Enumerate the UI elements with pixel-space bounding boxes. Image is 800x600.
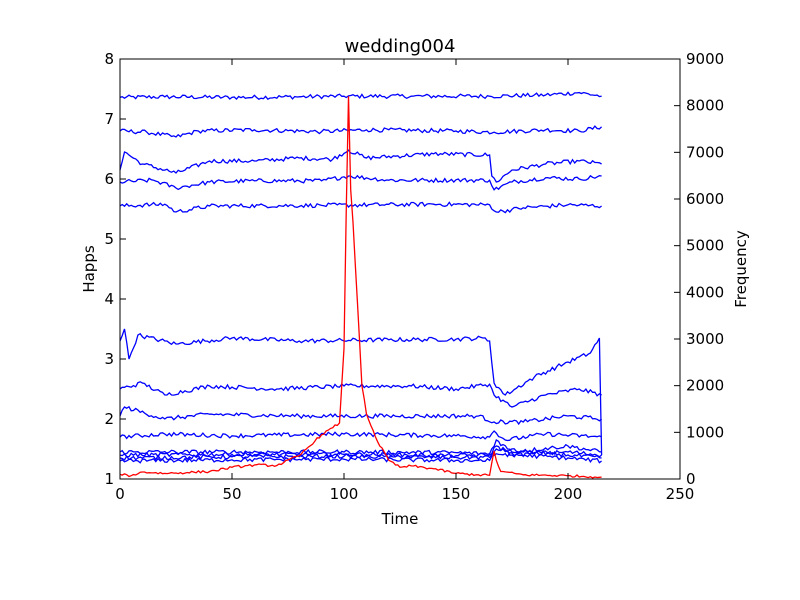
y2-tick-label: 1000 (686, 423, 724, 441)
x-tick-label: 100 (330, 485, 359, 503)
y-tick-label: 6 (104, 170, 114, 188)
y-axis-label: Happs (80, 245, 98, 293)
plot-frame (119, 58, 681, 480)
y-tick-label: 1 (104, 470, 114, 488)
y-tick-label: 7 (104, 110, 114, 128)
y2-tick-label: 0 (686, 470, 696, 488)
y-tick-label: 3 (104, 350, 114, 368)
y2-tick-label: 7000 (686, 143, 724, 161)
y2-tick-label: 6000 (686, 190, 724, 208)
x-axis-label: Time (381, 510, 419, 528)
x-tick-label: 250 (666, 485, 695, 503)
chart-title: wedding004 (345, 36, 456, 57)
x-tick-label: 0 (115, 485, 125, 503)
happs-line-13 (119, 451, 602, 464)
x-tick-label: 50 (222, 485, 241, 503)
happs-line-5 (119, 201, 602, 214)
y2-tick-label: 2000 (686, 377, 724, 395)
happs-line-4 (119, 174, 602, 191)
y-tick-label: 8 (104, 50, 114, 68)
ticks-layer: 0 50 100 150 200 250 1 2 3 4 5 6 7 8 0 1000 2000 3000 4000… (104, 50, 724, 503)
y2-axis-label: Frequency (732, 230, 750, 308)
happs-line-2 (119, 125, 603, 138)
happs-line-7 (119, 381, 602, 408)
y2-tick-label: 8000 (686, 97, 724, 115)
happs-line-6 (119, 328, 603, 456)
y-tick-label: 4 (104, 290, 114, 308)
happs-line-11 (119, 445, 603, 459)
y2-tick-label: 3000 (686, 330, 724, 348)
y2-tick-label: 4000 (686, 283, 724, 301)
happs-line-3 (119, 149, 602, 183)
happs-line-8 (119, 405, 603, 426)
y-tick-label: 5 (104, 230, 114, 248)
y-tick-label: 2 (104, 410, 114, 428)
y2-tick-label: 9000 (686, 50, 724, 68)
happs-line-9 (119, 430, 602, 442)
plot-area (119, 91, 603, 479)
x-tick-label: 200 (554, 485, 583, 503)
happs-line-12 (119, 446, 602, 461)
happs-line-1 (119, 91, 602, 101)
x-tick-label: 150 (442, 485, 471, 503)
frequency-line (119, 96, 602, 479)
y2-tick-label: 5000 (686, 237, 724, 255)
